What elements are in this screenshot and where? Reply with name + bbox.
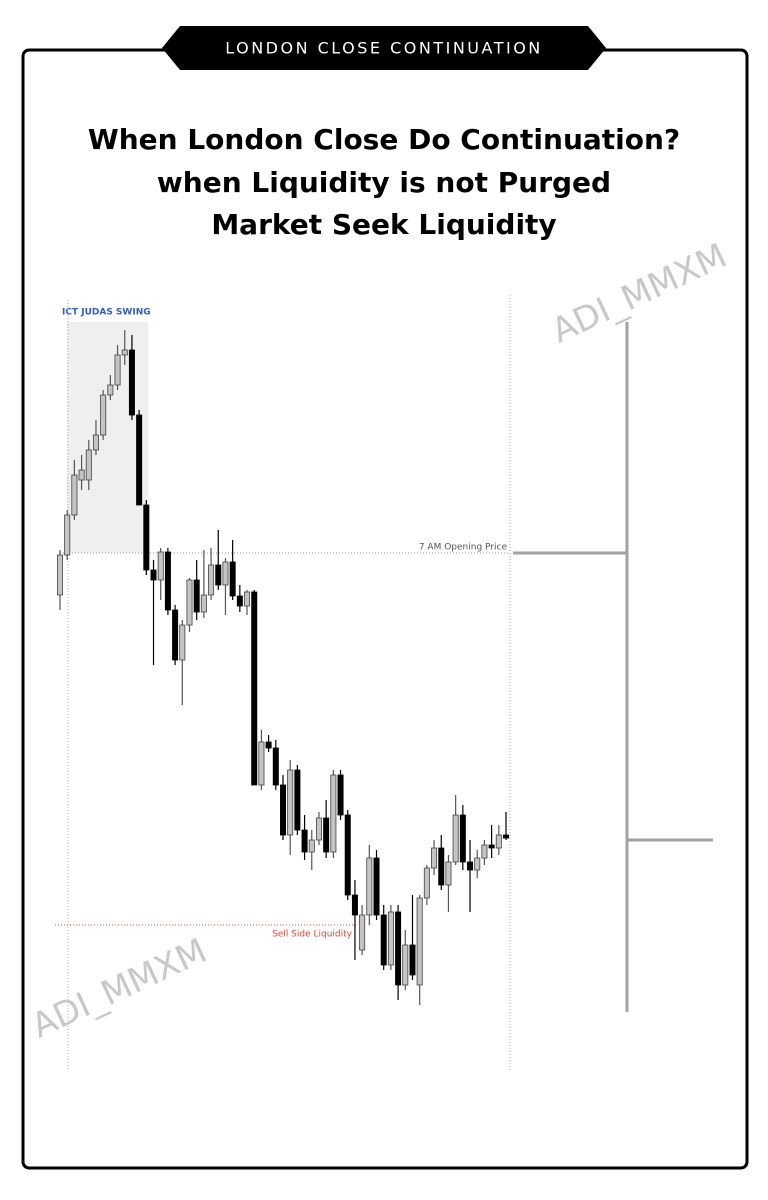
candle-body: [431, 847, 438, 869]
candle-body: [64, 514, 71, 556]
candle-body: [92, 434, 99, 451]
candle-body: [78, 469, 85, 481]
candle-body: [157, 551, 164, 581]
candle-body: [323, 817, 330, 853]
candle-body: [359, 914, 366, 951]
title-line: When London Close Do Continuation?: [88, 123, 680, 156]
candle-body: [351, 894, 358, 916]
candle-body: [373, 857, 380, 916]
candle-body: [495, 834, 502, 849]
candle-body: [279, 784, 286, 836]
candle-body: [57, 554, 64, 596]
candle-body: [208, 564, 215, 596]
candle-body: [301, 829, 308, 853]
judas-swing-zone: [67, 322, 148, 553]
candle-body: [114, 354, 121, 386]
candle-body: [423, 867, 430, 899]
candle-body: [236, 595, 243, 607]
candle-body: [380, 914, 387, 966]
candle-body: [294, 769, 301, 831]
candle-body: [395, 911, 402, 986]
candle-body: [143, 504, 150, 571]
candle-body: [445, 861, 452, 886]
candle-body: [488, 844, 495, 849]
candle-body: [467, 861, 474, 871]
candle-body: [416, 897, 423, 986]
candle-body: [136, 414, 143, 506]
banner: [162, 26, 606, 70]
candle-body: [128, 349, 135, 416]
candle-body: [193, 579, 200, 613]
candle-body: [85, 449, 92, 481]
candle-body: [272, 747, 279, 786]
candle-body: [502, 834, 509, 839]
candle-body: [244, 591, 251, 607]
candle-body: [179, 624, 186, 661]
candle-body: [164, 551, 171, 611]
candle-body: [409, 944, 416, 976]
candle-body: [287, 769, 294, 836]
candle-body: [481, 844, 488, 859]
candle-body: [438, 847, 445, 886]
candle-body: [200, 594, 207, 613]
candle-body: [366, 857, 373, 916]
candle-body: [402, 944, 409, 986]
candle-body: [100, 394, 107, 436]
bracket: [513, 322, 713, 1012]
candle-body: [330, 774, 337, 853]
level-label: Sell Side Liquidity: [272, 930, 353, 940]
title-line: when Liquidity is not Purged: [157, 166, 611, 199]
candle-body: [186, 579, 193, 626]
candle-body: [121, 349, 128, 356]
candle-body: [452, 814, 459, 863]
judas-swing-label: ICT JUDAS SWING: [62, 308, 151, 318]
banner-text: LONDON CLOSE CONTINUATION: [225, 39, 543, 58]
candle-body: [344, 814, 351, 896]
candle-body: [387, 911, 394, 966]
candle-body: [172, 609, 179, 661]
candle-body: [251, 591, 258, 786]
candle-body: [474, 857, 481, 871]
candle-body: [71, 474, 78, 516]
candle-body: [150, 569, 157, 581]
candle-body: [265, 741, 272, 749]
candle-body: [308, 839, 315, 853]
candle-body: [258, 741, 265, 786]
plot: 7 AM Opening Price Sell Side Liquidity: [55, 330, 510, 1005]
level-label: 7 AM Opening Price: [419, 543, 508, 553]
candle-body: [222, 561, 229, 586]
candle-body: [229, 561, 236, 597]
candle-body: [459, 814, 466, 863]
candle-body: [107, 384, 114, 396]
candle-body: [215, 564, 222, 586]
candle-body: [315, 817, 322, 841]
title-line: Market Seek Liquidity: [211, 208, 556, 241]
candle-body: [337, 774, 344, 816]
